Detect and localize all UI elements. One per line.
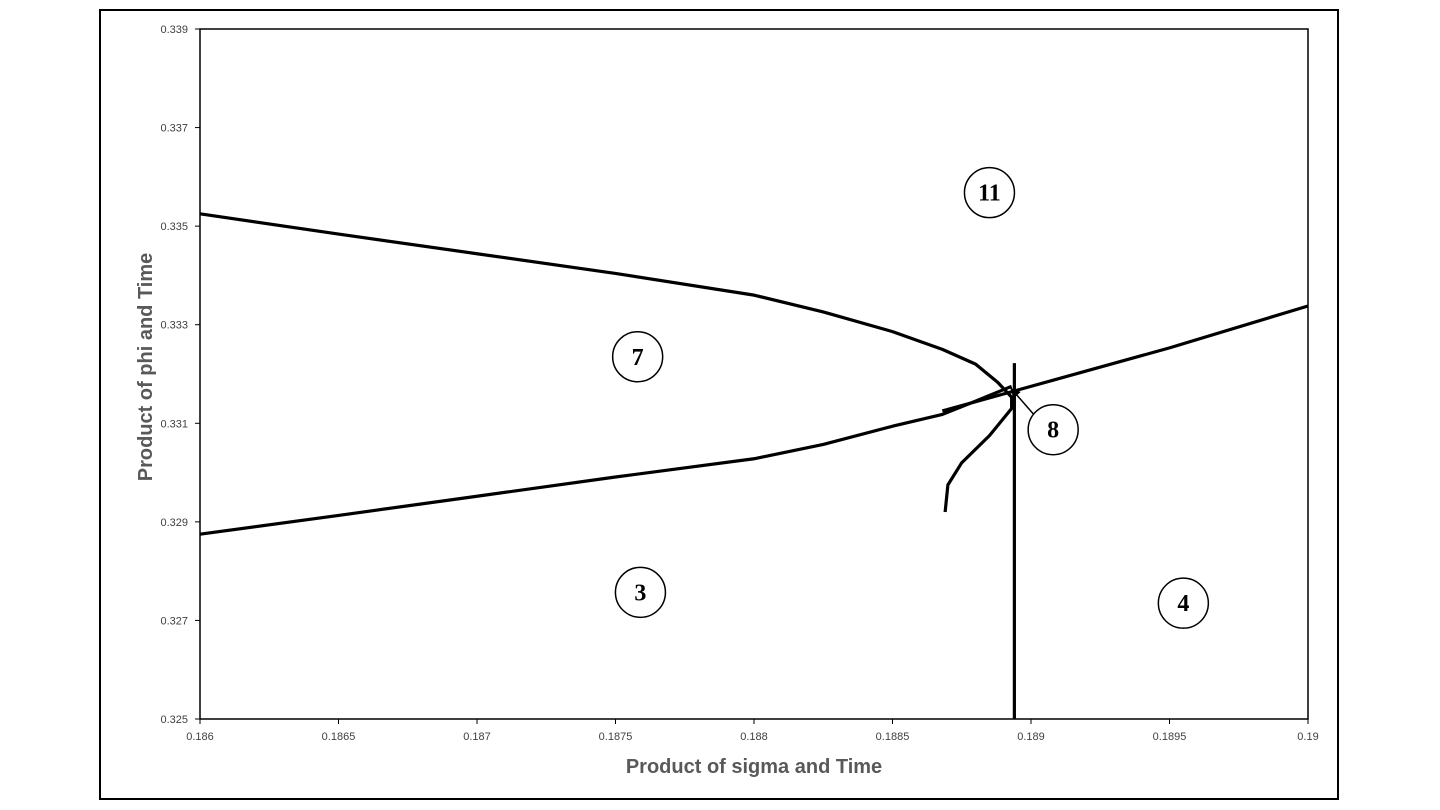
region-label: 7	[632, 345, 644, 371]
plot-area	[199, 28, 1309, 720]
y-tick-label: 0.339	[160, 24, 188, 36]
region-label: 11	[978, 181, 1001, 207]
region-circle	[1157, 577, 1210, 629]
region-label: 4	[1177, 591, 1189, 617]
region-circle	[614, 566, 667, 619]
boundary-curve-0	[199, 212, 1014, 513]
x-tick-label: 0.187	[463, 731, 491, 743]
y-tick-label: 0.331	[160, 418, 188, 430]
x-tick-label: 0.1895	[1153, 731, 1187, 743]
y-tick-label: 0.329	[160, 517, 188, 529]
region-circle	[611, 331, 664, 383]
x-axis: 0.186 0.1865 0.187 0.1875 0.188 0.1885 0.189 0.…	[186, 719, 1319, 743]
boundary-curve-1	[199, 384, 1013, 536]
region-marker: 7	[611, 331, 664, 383]
x-tick-label: 0.189	[1017, 731, 1045, 743]
region-marker: 8	[1027, 403, 1079, 456]
region-label: 3	[634, 580, 646, 606]
y-tick-label: 0.327	[160, 615, 188, 627]
x-tick-label: 0.1885	[876, 731, 910, 743]
x-axis-title: Product of sigma and Time	[626, 756, 882, 778]
x-tick-label: 0.19	[1297, 731, 1318, 743]
region-marker: 4	[1157, 577, 1210, 629]
y-axis-title: Product of phi and Time	[135, 253, 157, 482]
y-axis: 0.325 0.327 0.329 0.331 0.333 0.335 0.337 0.339	[160, 24, 200, 726]
region-labels: 11 7 8 3 4	[611, 166, 1210, 629]
boundary-curve-2	[941, 304, 1309, 413]
x-tick-label: 0.1875	[599, 731, 633, 743]
curves	[199, 212, 1309, 719]
x-tick-label: 0.186	[186, 731, 214, 743]
x-tick-label: 0.1865	[322, 731, 356, 743]
y-tick-label: 0.335	[160, 221, 188, 233]
arrow-head	[1010, 387, 1021, 399]
region-marker: 11	[963, 166, 1016, 219]
chart-frame	[99, 9, 1339, 800]
region-label: 8	[1047, 418, 1059, 444]
region-circle	[963, 166, 1016, 219]
y-tick-label: 0.333	[160, 320, 188, 332]
region-circle	[1027, 403, 1079, 456]
region-marker: 3	[614, 566, 667, 619]
y-tick-label: 0.337	[160, 123, 188, 135]
y-tick-label: 0.325	[160, 714, 188, 726]
x-tick-label: 0.188	[740, 731, 768, 743]
